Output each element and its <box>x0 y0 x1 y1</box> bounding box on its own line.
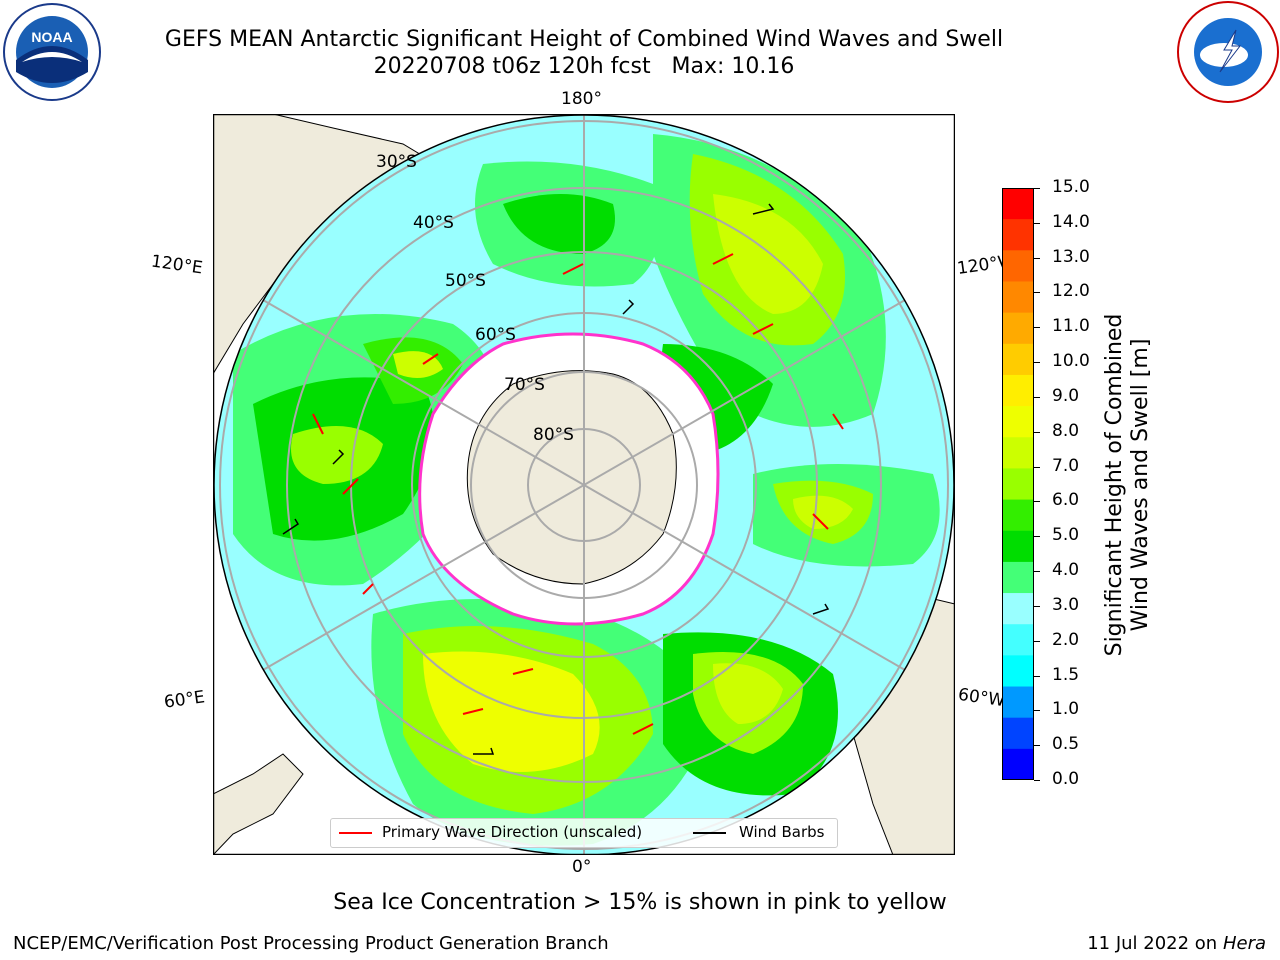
lon-label-60w: 60°W <box>956 684 1007 712</box>
colorbar-segment <box>1002 250 1034 282</box>
colorbar-segment <box>1002 468 1034 501</box>
colorbar-label: Significant Height of Combined Wind Wave… <box>1102 314 1154 657</box>
map-title: GEFS MEAN Antarctic Significant Height o… <box>164 27 1004 52</box>
colorbar-tick-mark <box>1034 640 1040 642</box>
colorbar-tick-label: 7.0 <box>1052 455 1080 476</box>
map-legend: Primary Wave Direction (unscaled) Wind B… <box>330 818 838 848</box>
colorbar-border <box>1002 188 1034 780</box>
nws-logo-icon <box>1177 1 1279 103</box>
colorbar-tick-label: 6.0 <box>1052 490 1080 511</box>
colorbar-segment <box>1002 499 1034 532</box>
colorbar-tick-label: 4.0 <box>1052 560 1080 581</box>
colorbar-segment <box>1002 593 1034 625</box>
polar-map: 30°S 40°S 50°S 60°S 70°S 80°S <box>213 114 955 855</box>
colorbar-tick-mark <box>1034 605 1040 607</box>
wave-direction-arrows <box>312 253 844 735</box>
colorbar-tick-mark <box>1034 362 1040 364</box>
colorbar-segment <box>1002 281 1034 314</box>
colorbar-tick-label: 3.0 <box>1052 594 1080 615</box>
legend-wave-direction: Primary Wave Direction (unscaled) <box>382 823 643 841</box>
colorbar-tick-label: 1.0 <box>1052 699 1080 720</box>
colorbar-segment <box>1002 343 1034 376</box>
colorbar-segment <box>1002 655 1034 688</box>
colorbar-label-line1: Significant Height of Combined <box>1102 313 1127 657</box>
colorbar-segment <box>1002 561 1034 594</box>
wind-barb-swatch <box>693 832 726 834</box>
colorbar-tick-label: 14.0 <box>1052 211 1090 232</box>
colorbar-tick-label: 15.0 <box>1052 177 1090 197</box>
colorbar-segment <box>1002 624 1034 656</box>
antarctica <box>418 332 720 626</box>
colorbar-tick-mark <box>1034 501 1040 503</box>
wave-direction-swatch <box>339 832 372 834</box>
colorbar-tick-label: 13.0 <box>1052 246 1090 267</box>
colorbar-tick-mark <box>1034 745 1040 747</box>
colorbar-tick-mark <box>1034 675 1040 677</box>
colorbar-tick-mark <box>1034 222 1040 224</box>
colorbar-tick-mark <box>1034 466 1040 468</box>
colorbar-segment <box>1002 406 1034 438</box>
lat-label-80s: 80°S <box>533 425 574 445</box>
lat-label-30s: 30°S <box>376 152 417 172</box>
lat-label-40s: 40°S <box>413 213 454 233</box>
sea-ice-note: Sea Ice Concentration > 15% is shown in … <box>333 890 947 915</box>
colorbar-tick-mark <box>1034 536 1040 538</box>
footer-date-text: 11 Jul 2022 on <box>1087 933 1218 954</box>
colorbar-tick-mark <box>1034 571 1040 573</box>
colorbar-tick-mark <box>1034 292 1040 294</box>
colorbar-tick-label: 10.0 <box>1052 351 1090 372</box>
colorbar-tick-mark <box>1034 327 1040 329</box>
colorbar-segment <box>1002 219 1034 251</box>
colorbar-segment <box>1002 748 1034 780</box>
lat-label-60s: 60°S <box>475 325 516 345</box>
colorbar-tick-label: 5.0 <box>1052 525 1080 546</box>
footer-date: 11 Jul 2022 on Hera <box>1087 933 1266 954</box>
colorbar-tick-label: 8.0 <box>1052 420 1080 441</box>
lon-label-120e: 120°E <box>149 251 204 279</box>
wind-barbs <box>282 203 830 755</box>
lat-label-50s: 50°S <box>445 271 486 291</box>
legend-wind-barbs: Wind Barbs <box>739 823 825 841</box>
colorbar-segment <box>1002 374 1034 407</box>
colorbar-tick-label: 0.5 <box>1052 734 1080 755</box>
colorbar-label-line2: Wind Waves and Swell [m] <box>1128 338 1153 632</box>
colorbar-segment <box>1002 530 1034 563</box>
lon-label-180: 180° <box>561 89 602 109</box>
colorbar-segment <box>1002 686 1034 719</box>
colorbar-segment <box>1002 717 1034 750</box>
colorbar-tick-label: 1.5 <box>1052 664 1080 685</box>
colorbar <box>1002 188 1034 780</box>
footer-host: Hera <box>1222 933 1266 954</box>
colorbar-segment <box>1002 188 1034 220</box>
colorbar-segment <box>1002 437 1034 469</box>
footer-credit: NCEP/EMC/Verification Post Processing Pr… <box>13 933 609 954</box>
colorbar-tick-label: 2.0 <box>1052 629 1080 650</box>
graticule <box>219 115 949 855</box>
noaa-logo-icon: NOAA <box>3 3 101 101</box>
colorbar-tick-mark <box>1034 257 1040 259</box>
lat-label-70s: 70°S <box>504 375 545 395</box>
colorbar-tick-mark <box>1034 780 1040 781</box>
map-subtitle: 20220708 t06z 120h fcst Max: 10.16 <box>373 54 795 79</box>
colorbar-tick-label: 0.0 <box>1052 769 1080 789</box>
colorbar-tick-mark <box>1034 188 1040 189</box>
lon-label-60e: 60°E <box>162 687 207 713</box>
colorbar-tick-label: 9.0 <box>1052 385 1080 406</box>
colorbar-tick-mark <box>1034 710 1040 712</box>
lon-label-0: 0° <box>572 857 592 877</box>
colorbar-tick-label: 12.0 <box>1052 281 1090 302</box>
colorbar-segment <box>1002 312 1034 345</box>
svg-text:NOAA: NOAA <box>31 29 72 45</box>
colorbar-tick-mark <box>1034 431 1040 433</box>
colorbar-tick-label: 11.0 <box>1052 316 1090 337</box>
colorbar-tick-mark <box>1034 396 1040 398</box>
